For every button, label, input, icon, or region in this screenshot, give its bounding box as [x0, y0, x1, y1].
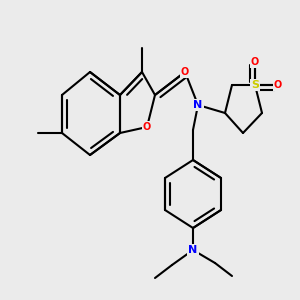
- Text: O: O: [251, 57, 259, 67]
- Text: O: O: [181, 67, 189, 77]
- Text: N: N: [194, 100, 202, 110]
- Text: O: O: [274, 80, 282, 90]
- Text: S: S: [251, 80, 259, 90]
- Text: O: O: [143, 122, 151, 132]
- Text: N: N: [188, 245, 198, 255]
